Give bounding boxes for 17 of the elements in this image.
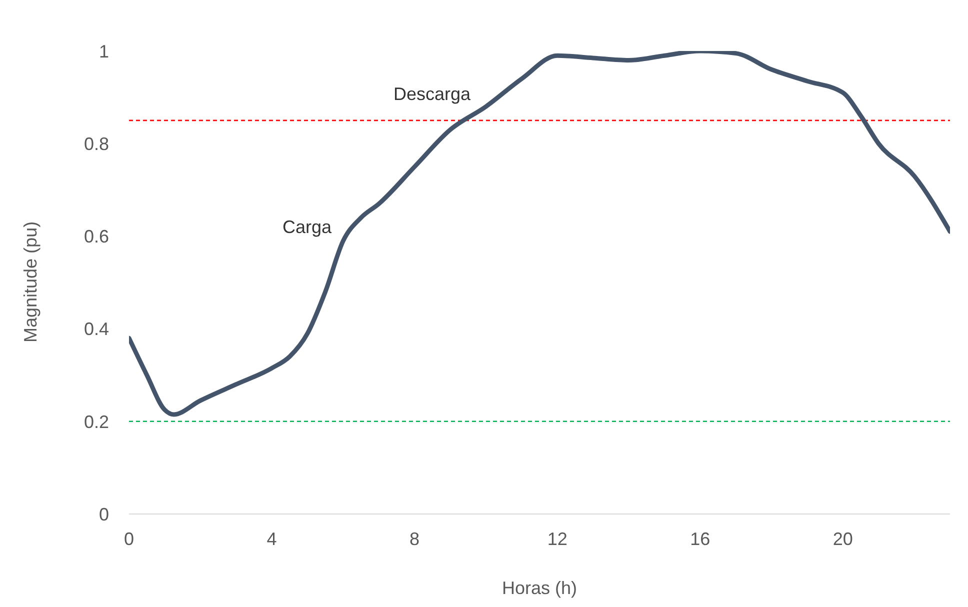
x-tick-label: 16 [690, 528, 710, 549]
annotation: Carga [282, 217, 332, 237]
y-tick-label: 0 [98, 504, 109, 524]
x-tick-label: 8 [410, 528, 420, 549]
x-tick-label: 20 [832, 528, 853, 549]
annotation: Descarga [393, 84, 471, 104]
y-tick-label: 0.2 [84, 412, 109, 432]
y-tick-label: 1 [98, 41, 109, 62]
x-tick-label: 12 [547, 528, 568, 549]
x-tick-label: 4 [266, 528, 277, 549]
y-axis-title: Magnitude (pu) [20, 221, 40, 342]
x-axis-title: Horas (h) [502, 578, 578, 598]
y-tick-label: 0.8 [84, 134, 109, 154]
y-tick-label: 0.4 [84, 319, 109, 340]
line-series [129, 51, 950, 417]
y-tick-label: 0.6 [84, 226, 109, 247]
x-tick-label: 0 [124, 528, 134, 549]
